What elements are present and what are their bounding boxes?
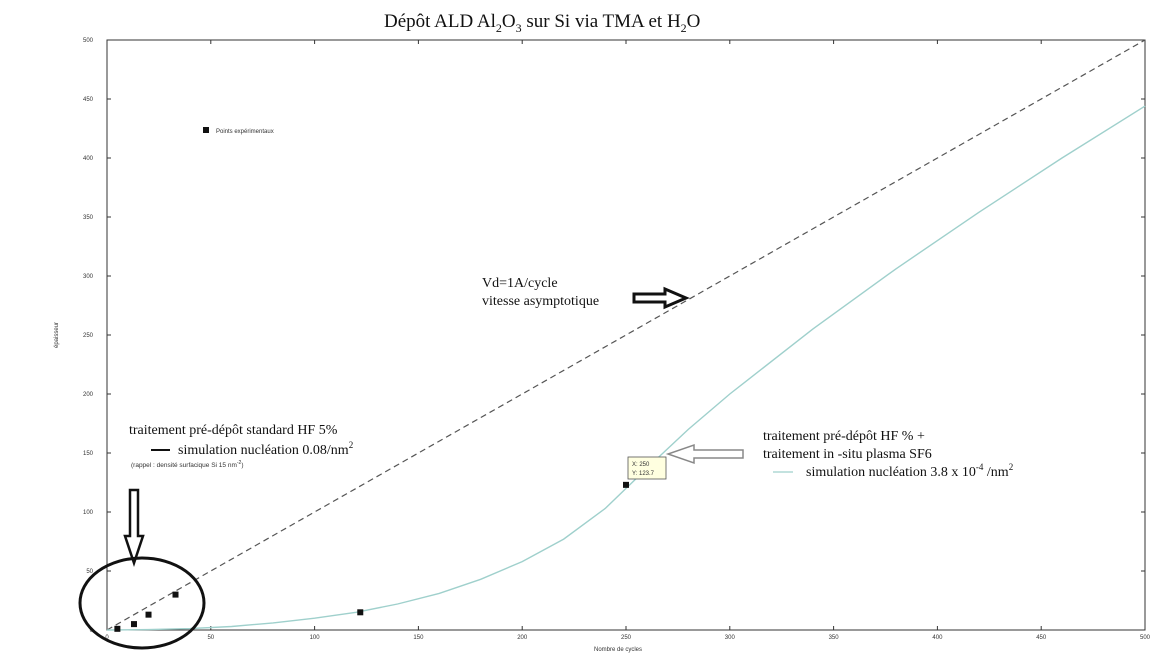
x-tick-label: 500	[1140, 635, 1151, 641]
data-point	[114, 625, 121, 632]
data-point	[357, 609, 364, 616]
annotation-standard-treatment: traitement pré-dépôt standard HF 5%	[129, 423, 338, 438]
y-tick-label: 400	[83, 156, 94, 162]
x-tick-label: 350	[829, 635, 840, 641]
series-line-1	[106, 39, 1146, 631]
data-point	[145, 611, 152, 618]
annotation-sf6-simulation: simulation nucléation 3.8 x 10-4 /nm2	[806, 462, 1013, 480]
x-tick-label: 150	[413, 635, 424, 641]
datatip: X: 250 Y: 123.7	[627, 456, 667, 480]
y-tick-label: 350	[83, 215, 94, 221]
y-tick-label: 250	[83, 333, 94, 339]
y-tick-label: 50	[86, 569, 93, 575]
annotation-asymptotic-rate: Vd=1A/cycle	[482, 276, 558, 291]
x-tick-label: 0	[105, 635, 109, 641]
y-tick-label: 100	[83, 510, 94, 516]
data-point	[172, 591, 179, 598]
y-axis-label: épaisseur	[54, 322, 60, 348]
annotation-standard-simulation: simulation nucléation 0.08/nm2	[178, 440, 353, 458]
points-layer	[114, 481, 629, 632]
data-point	[130, 621, 137, 628]
x-tick-label: 100	[310, 635, 321, 641]
series-line-2	[106, 105, 1146, 631]
y-tick-label: 150	[83, 451, 94, 457]
chart-title: Dépôt ALD Al2O3 sur Si via TMA et H2O	[384, 11, 700, 35]
legend-label: Points expérimentaux	[216, 129, 274, 135]
x-axis-label: Nombre de cycles	[594, 647, 642, 653]
legend-marker	[203, 127, 209, 133]
annotation-sf6-treatment: traitement pré-dépôt HF % +	[763, 429, 925, 444]
y-tick-label: 300	[83, 274, 94, 280]
datatip-y: Y: 123.7	[632, 471, 655, 477]
highlight-ellipse	[78, 556, 206, 650]
series-layer	[106, 39, 1146, 631]
data-point	[623, 481, 629, 488]
arrow-down-icon	[123, 488, 145, 567]
y-tick-label: 450	[83, 97, 94, 103]
annotation-asymptotic-label: vitesse asymptotique	[482, 294, 599, 309]
y-tick-label: 200	[83, 392, 94, 398]
x-tick-label: 450	[1036, 635, 1047, 641]
axis-ticks: 0 50 100 150 200 250 300 350 400 450 5000501001502…	[83, 38, 1151, 641]
x-tick-label: 50	[207, 635, 214, 641]
annotation-standard-note: (rappel : densité surfacique Si 15 nm-2)	[131, 460, 244, 469]
y-tick-label: 500	[83, 38, 94, 44]
arrow-left-icon	[665, 443, 744, 465]
x-tick-label: 400	[932, 635, 943, 641]
legend: Points expérimentaux	[203, 127, 274, 135]
arrow-right-icon	[632, 286, 690, 310]
annotation-sf6-plasma: traitement in -situ plasma SF6	[763, 447, 932, 462]
x-tick-label: 250	[621, 635, 632, 641]
datatip-x: X: 250	[632, 462, 650, 468]
x-tick-label: 200	[517, 635, 528, 641]
x-tick-label: 300	[725, 635, 736, 641]
